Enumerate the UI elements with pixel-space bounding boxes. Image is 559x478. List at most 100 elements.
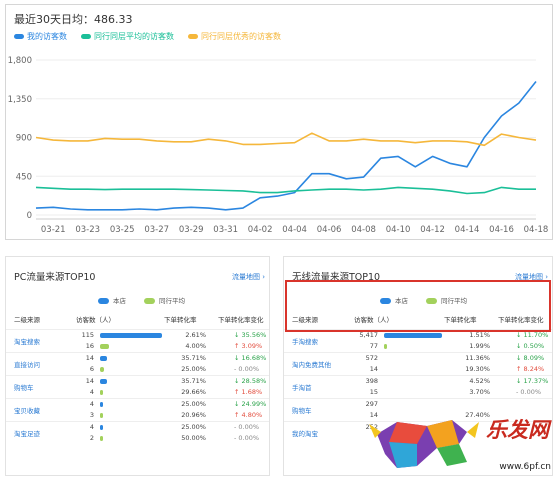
conversion-rate: 25.00% — [181, 400, 206, 408]
conversion-rate: 27.40% — [465, 411, 490, 419]
conversion-change: ↓ 8.09% — [516, 354, 545, 362]
conversion-change: ↓ 28.58% — [234, 377, 267, 385]
conversion-rate: 25.00% — [181, 423, 206, 431]
source-link[interactable]: 宝贝收藏 — [14, 407, 40, 415]
row-peer: 2 50.00% - 0.00% — [6, 433, 269, 444]
conversion-rate: 3.70% — [469, 388, 490, 396]
row-self: 14 35.71% ↓ 28.58% — [6, 376, 269, 387]
table-row[interactable]: 淘内免费其他 572 11.36% ↓ 8.09% 14 19.30% ↑ 8.24% — [284, 352, 552, 375]
watermark-url: www.6pf.cn — [499, 462, 551, 472]
visitor-count: 77 — [369, 342, 378, 350]
x-tick-label: 04-18 — [524, 225, 549, 235]
source-link[interactable]: 直接访问 — [14, 361, 40, 369]
visitor-bar — [100, 333, 162, 338]
row-peer: 3 20.96% ↑ 4.80% — [6, 410, 269, 421]
x-tick-label: 04-16 — [489, 225, 514, 235]
legend-peer: 同行平均 — [426, 295, 467, 305]
col-conversion-change: 下单转化率变化 — [218, 316, 264, 324]
source-link[interactable]: 手淘首 — [292, 384, 312, 392]
series-line-2[interactable] — [35, 132, 537, 147]
source-link[interactable]: 淘宝足迹 — [14, 430, 40, 438]
visitor-count: 572 — [365, 354, 378, 362]
visitor-bar — [100, 367, 104, 372]
table-header: 二级来源 访客数（人） 下单转化率 下单转化率变化 — [284, 314, 552, 328]
chart-legend: 我的访客数 同行同层平均的访客数 同行同层优秀的访客数 — [14, 31, 281, 42]
source-link[interactable]: 我的淘宝 — [292, 430, 318, 438]
table-row[interactable]: 购物车 14 35.71% ↓ 28.58% 4 29.66% ↑ 1.68% — [6, 375, 269, 398]
conversion-rate: 11.36% — [465, 354, 490, 362]
x-tick-label: 04-14 — [455, 225, 480, 235]
traffic-map-link[interactable]: 流量地图 › — [231, 273, 265, 281]
source-link[interactable]: 淘内免费其他 — [292, 361, 331, 369]
table-row[interactable]: 购物车 297 14 27.40% — [284, 398, 552, 421]
conversion-change: - 0.00% — [234, 365, 260, 373]
visitor-bar — [100, 436, 103, 441]
source-link[interactable]: 淘宝搜索 — [14, 338, 40, 346]
visitor-bar — [100, 413, 103, 418]
source-link[interactable]: 购物车 — [14, 384, 34, 392]
x-tick-label: 04-02 — [248, 225, 273, 235]
panel-legend: 本店 同行平均 — [98, 295, 185, 305]
source-link[interactable]: 手淘搜索 — [292, 338, 318, 346]
legend-item-peer-average[interactable]: 同行同层平均的访客数 — [81, 31, 174, 42]
table-body: 淘宝搜索 115 2.61% ↓ 35.56% 16 4.00% ↑ 3.09% 直接访问 14… — [6, 329, 269, 444]
table-row[interactable]: 手淘首 398 4.52% ↓ 17.37% 15 3.70% - 0.00% — [284, 375, 552, 398]
table-row[interactable]: 直接访问 14 35.71% ↓ 16.68% 6 25.00% - 0.00% — [6, 352, 269, 375]
legend-swatch — [188, 34, 198, 39]
x-tick-label: 04-06 — [317, 225, 342, 235]
legend-label: 同行同层优秀的访客数 — [201, 32, 281, 41]
table-row[interactable]: 宝贝收藏 4 25.00% ↓ 24.99% 3 20.96% ↑ 4.80% — [6, 398, 269, 421]
table-row[interactable]: 淘宝足迹 4 25.00% - 0.00% 2 50.00% - 0.00% — [6, 421, 269, 444]
panel-legend: 本店 同行平均 — [380, 295, 467, 305]
panel-title: 无线流量来源TOP10 — [292, 272, 381, 283]
conversion-change: ↑ 1.68% — [234, 388, 263, 396]
row-self: 5,417 1.51% ↓ 11.70% — [284, 330, 552, 341]
conversion-change: ↓ 24.99% — [234, 400, 267, 408]
visitor-count: 6 — [89, 365, 94, 373]
table-row[interactable]: 手淘搜索 5,417 1.51% ↓ 11.70% 77 1.99% ↓ 0.50% — [284, 329, 552, 352]
traffic-map-link[interactable]: 流量地图 › — [514, 273, 548, 281]
visitor-bar — [100, 356, 108, 361]
legend-item-my-visitors[interactable]: 我的访客数 — [14, 31, 67, 42]
x-tick-label: 04-04 — [282, 225, 307, 235]
line-chart[interactable]: 0 450 900 1,350 1,800 03-21 03-23 03-25 03-27 03-… — [6, 5, 552, 239]
visitor-count: 14 — [85, 354, 94, 362]
series-line-0[interactable] — [35, 81, 537, 211]
row-peer: 14 19.30% ↑ 8.24% — [284, 364, 552, 375]
visitor-bar — [384, 344, 387, 349]
col-source: 二级来源 — [14, 316, 40, 324]
row-self: 297 — [284, 399, 552, 410]
x-tick-label: 04-12 — [420, 225, 445, 235]
legend-self: 本店 — [98, 295, 126, 305]
visitor-bar — [384, 333, 442, 338]
legend-self: 本店 — [380, 295, 408, 305]
conversion-change: ↓ 17.37% — [516, 377, 549, 385]
row-peer: 16 4.00% ↑ 3.09% — [6, 341, 269, 352]
conversion-change: ↑ 3.09% — [234, 342, 263, 350]
conversion-rate: 19.30% — [465, 365, 490, 373]
x-tick-label: 04-08 — [351, 225, 376, 235]
source-link[interactable]: 购物车 — [292, 407, 312, 415]
row-peer: 77 1.99% ↓ 0.50% — [284, 341, 552, 352]
conversion-rate: 4.00% — [185, 342, 206, 350]
series-line-1[interactable] — [35, 186, 536, 195]
conversion-change: - 0.00% — [516, 388, 542, 396]
legend-swatch — [14, 34, 24, 39]
visitor-count: 14 — [369, 411, 378, 419]
visitor-count: 115 — [81, 331, 94, 339]
conversion-rate: 4.52% — [469, 377, 490, 385]
visitor-bar — [100, 379, 108, 384]
col-visitors: 访客数（人） — [354, 316, 393, 324]
y-tick-label: 450 — [16, 172, 32, 182]
table-row[interactable]: 淘宝搜索 115 2.61% ↓ 35.56% 16 4.00% ↑ 3.09% — [6, 329, 269, 352]
y-tick-label: 0 — [27, 211, 32, 221]
conversion-change: ↓ 16.68% — [234, 354, 267, 362]
row-peer: 15 3.70% - 0.00% — [284, 387, 552, 398]
conversion-change: ↑ 4.80% — [234, 411, 263, 419]
conversion-change: ↑ 8.24% — [516, 365, 545, 373]
row-self: 4 25.00% - 0.00% — [6, 422, 269, 433]
legend-label: 我的访客数 — [27, 32, 67, 41]
col-visitors: 访客数（人） — [76, 316, 115, 324]
legend-item-peer-excellent[interactable]: 同行同层优秀的访客数 — [188, 31, 281, 42]
conversion-change: - 0.00% — [234, 434, 260, 442]
